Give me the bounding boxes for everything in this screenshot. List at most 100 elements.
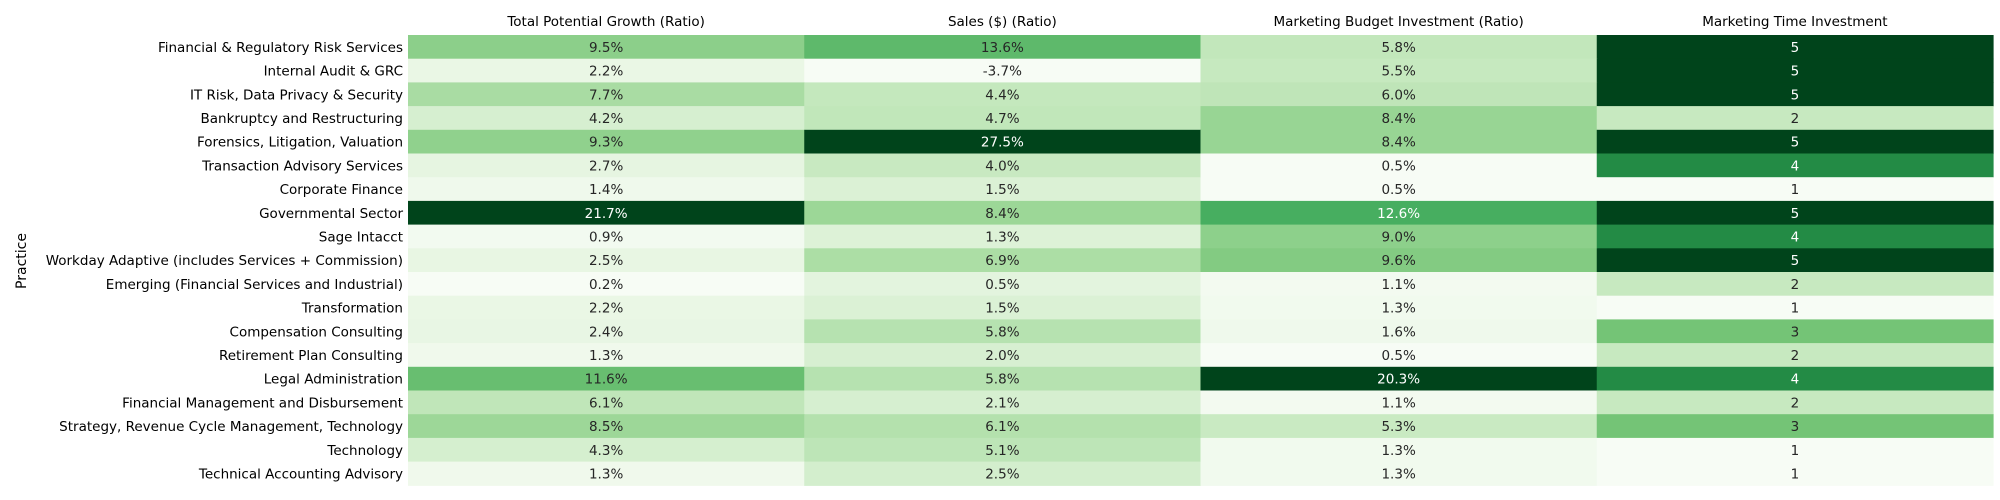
- heatmap-cell: [408, 390, 805, 415]
- heatmap-cell: [804, 153, 1202, 178]
- cell-value-label: 8.4%: [985, 206, 1019, 222]
- heatmap-cell: [1200, 177, 1598, 202]
- cell-value-label: 4.0%: [985, 158, 1019, 174]
- heatmap-cell: [1200, 129, 1598, 155]
- row-label: Financial & Regulatory Risk Services: [158, 40, 403, 56]
- heatmap-cell: [1200, 82, 1598, 107]
- cell-value-label: 2.5%: [985, 466, 1019, 482]
- heatmap-cell: [1200, 366, 1598, 392]
- heatmap-cell: [408, 437, 805, 463]
- cell-value-label: 4.4%: [985, 87, 1019, 103]
- row-label: Retirement Plan Consulting: [219, 348, 403, 364]
- heatmap-cell: [804, 82, 1202, 107]
- heatmap-cell: [1596, 106, 1994, 131]
- cell-value-label: 2.5%: [589, 253, 623, 269]
- heatmap-cell: [1200, 461, 1598, 486]
- heatmap-cell: [1596, 153, 1994, 178]
- row-label: Sage Intacct: [319, 229, 403, 245]
- cell-value-label: 8.4%: [1381, 111, 1415, 127]
- heatmap-cell: [408, 295, 805, 320]
- cell-value-label: 0.9%: [589, 229, 623, 245]
- row-label: Transaction Advisory Services: [201, 158, 403, 174]
- heatmap-cell: [1596, 200, 1994, 226]
- heatmap-cell: [1596, 177, 1994, 202]
- row-label: Workday Adaptive (includes Services + Co…: [46, 253, 403, 269]
- row-label: Governmental Sector: [259, 206, 403, 222]
- cell-value-label: 9.6%: [1381, 253, 1415, 269]
- cell-value-label: 2.2%: [589, 64, 623, 80]
- heatmap-cell: [408, 35, 805, 60]
- heatmap-cell: [408, 414, 805, 439]
- heatmap-cell: [408, 343, 805, 368]
- column-header: Marketing Budget Investment (Ratio): [1273, 14, 1523, 30]
- heatmap-cell: [408, 248, 805, 273]
- heatmap-cell: [804, 129, 1202, 155]
- heatmap-cell: [408, 224, 805, 249]
- cell-value-label: 0.5%: [1381, 182, 1415, 198]
- heatmap-cell: [804, 414, 1202, 439]
- column-headers: Total Potential Growth (Ratio) Sales ($) …: [506, 14, 1887, 30]
- heatmap-cell: [804, 366, 1202, 392]
- heatmap-cell: [804, 272, 1202, 297]
- heatmap-cell: [1200, 295, 1598, 320]
- row-labels: Financial & Regulatory Risk Services Inte…: [46, 40, 404, 483]
- cell-value-label: 2.0%: [985, 348, 1019, 364]
- cell-value-label: 0.5%: [985, 277, 1019, 293]
- cell-value-label: 9.5%: [589, 40, 623, 56]
- cell-value-label: 1.5%: [985, 182, 1019, 198]
- heatmap-cell: [804, 437, 1202, 463]
- cell-value-label: 4.2%: [589, 111, 623, 127]
- column-header: Marketing Time Investment: [1702, 14, 1887, 30]
- heatmap-cell: [408, 58, 805, 83]
- cell-value-label: 2.7%: [589, 158, 623, 174]
- cell-value-label: 13.6%: [981, 40, 1024, 56]
- cell-value-label: 12.6%: [1377, 206, 1420, 222]
- heatmap-cell: [804, 106, 1202, 131]
- heatmap-cell: [804, 343, 1202, 368]
- heatmap-cell-labels: 9.5% 13.6% 5.8% 5 2.2% -3.7% 5.5% 5 7.7% 4.4% 6.0%…: [585, 40, 1799, 483]
- row-label: Bankruptcy and Restructuring: [201, 111, 403, 127]
- cell-value-label: 1: [1791, 466, 1800, 482]
- cell-value-label: 6.0%: [1381, 87, 1415, 103]
- heatmap-cell: [408, 319, 805, 344]
- heatmap-cell: [1596, 295, 1994, 320]
- heatmap-cell: [1200, 200, 1598, 226]
- cell-value-label: 9.0%: [1381, 229, 1415, 245]
- cell-value-label: 1.6%: [1381, 324, 1415, 340]
- heatmap-cell: [1596, 319, 1994, 344]
- heatmap-cell: [804, 390, 1202, 415]
- cell-value-label: 5: [1791, 64, 1800, 80]
- heatmap-cell: [1596, 343, 1994, 368]
- heatmap-cell: [1200, 343, 1598, 368]
- heatmap-cell: [1596, 366, 1994, 392]
- cell-value-label: 2.2%: [589, 301, 623, 317]
- heatmap-cell: [1200, 106, 1598, 131]
- y-axis-label: Practice: [14, 233, 30, 289]
- cell-value-label: 2: [1791, 111, 1800, 127]
- cell-value-label: 21.7%: [585, 206, 628, 222]
- cell-value-label: 4: [1791, 229, 1800, 245]
- cell-value-label: 4.3%: [589, 443, 623, 459]
- heatmap-cell: [1596, 58, 1994, 83]
- heatmap-cell: [804, 35, 1202, 60]
- column-header: Sales ($) (Ratio): [948, 14, 1057, 30]
- cell-value-label: 1.3%: [1381, 443, 1415, 459]
- heatmap-cell: [1200, 58, 1598, 83]
- cell-value-label: 3: [1791, 419, 1800, 435]
- cell-value-label: 5.8%: [985, 324, 1019, 340]
- cell-value-label: 1.1%: [1381, 277, 1415, 293]
- heatmap-cell: [1596, 224, 1994, 249]
- cell-value-label: 9.3%: [589, 135, 623, 151]
- heatmap-cell: [804, 319, 1202, 344]
- row-label: Strategy, Revenue Cycle Management, Tech…: [59, 419, 403, 435]
- heatmap-cell: [408, 461, 805, 486]
- cell-value-label: 0.5%: [1381, 158, 1415, 174]
- heatmap-cell: [1200, 35, 1598, 60]
- cell-value-label: -3.7%: [983, 64, 1022, 80]
- cell-value-label: 0.5%: [1381, 348, 1415, 364]
- cell-value-label: 5: [1791, 135, 1800, 151]
- row-label: IT Risk, Data Privacy & Security: [190, 87, 403, 103]
- cell-value-label: 1: [1791, 443, 1800, 459]
- cell-value-label: 1.3%: [589, 348, 623, 364]
